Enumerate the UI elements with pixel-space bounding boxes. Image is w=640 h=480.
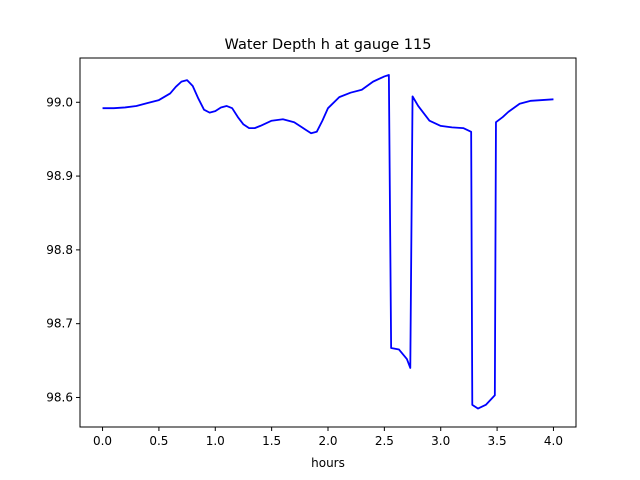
y-tick-label: 98.9 [46,169,73,183]
x-tick-label: 4.0 [544,434,563,448]
x-tick-label: 0.5 [149,434,168,448]
x-tick-label: 2.0 [318,434,337,448]
x-tick-label: 3.5 [488,434,507,448]
x-tick-label: 1.0 [206,434,225,448]
y-tick-label: 98.8 [46,243,73,257]
x-tick-label: 1.5 [262,434,281,448]
x-tick-label: 3.0 [431,434,450,448]
y-tick-label: 98.6 [46,390,73,404]
x-axis-ticks: 0.0 0.5 1.0 1.5 2.0 2.5 3.0 3.5 4.0 [93,427,563,448]
chart-title: Water Depth h at gauge 115 [225,37,432,53]
y-tick-label: 98.7 [46,317,73,331]
y-axis-ticks: 98.6 98.7 98.8 98.9 99.0 [46,95,80,404]
x-axis-label: hours [311,456,345,470]
y-tick-label: 99.0 [46,95,73,109]
water-depth-line [102,74,554,410]
x-tick-label: 2.5 [375,434,394,448]
x-tick-label: 0.0 [93,434,112,448]
